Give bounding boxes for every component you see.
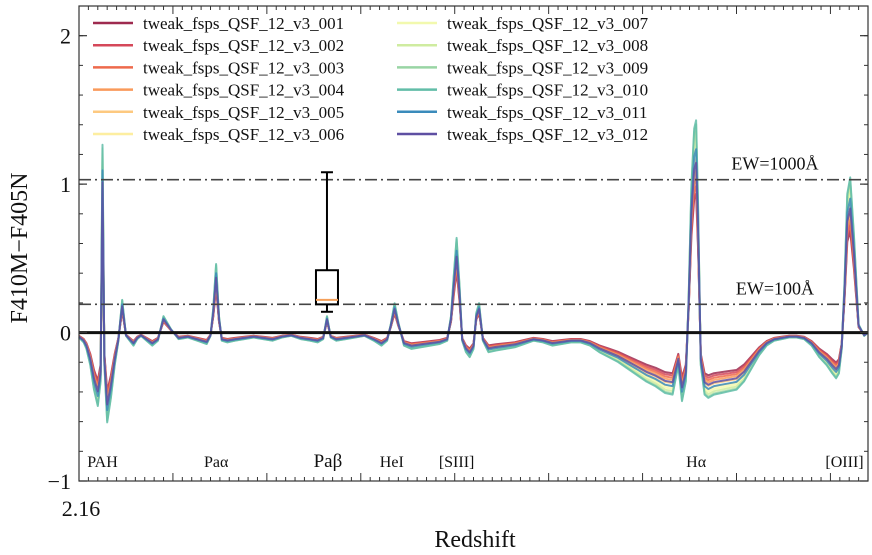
- legend-label-3: tweak_fsps_QSF_12_v3_003: [143, 58, 344, 77]
- y-tick-label-1: −1: [48, 469, 71, 494]
- series-line-8: [78, 130, 869, 419]
- x-axis-label: Redshift: [434, 527, 516, 553]
- box-body: [314, 269, 339, 306]
- legend-label-2: tweak_fsps_QSF_12_v3_002: [143, 36, 344, 55]
- line-annotations: PAH Paα Paβ HeI [SIII] Hα [OIII]: [87, 451, 863, 472]
- x-tick-label-1: 2.16: [62, 496, 101, 521]
- line-annotation-2: Paα: [204, 454, 229, 471]
- reference-line-label-1: EW=1000Å: [731, 154, 818, 174]
- y-axis-label: F410M−F405N: [7, 173, 33, 324]
- line-annotation-5: [SIII]: [439, 454, 475, 471]
- legend: tweak_fsps_QSF_12_v3_001 tweak_fsps_QSF_1…: [93, 14, 649, 144]
- series-lines: [78, 119, 869, 424]
- line-annotation-6: Hα: [686, 454, 707, 471]
- line-annotation-1: PAH: [87, 454, 118, 471]
- legend-label-7: tweak_fsps_QSF_12_v3_007: [447, 14, 649, 33]
- legend-label-8: tweak_fsps_QSF_12_v3_008: [447, 36, 648, 55]
- legend-label-12: tweak_fsps_QSF_12_v3_012: [447, 125, 648, 144]
- legend-label-1: tweak_fsps_QSF_12_v3_001: [143, 14, 344, 33]
- line-annotation-4: HeI: [380, 454, 404, 471]
- axes: −1 0 1 2 2.16: [48, 5, 869, 521]
- legend-label-6: tweak_fsps_QSF_12_v3_006: [143, 125, 344, 144]
- y-tick-label-4: 2: [60, 24, 71, 49]
- reference-line-label-2: EW=100Å: [736, 278, 814, 298]
- box-marker: [314, 171, 339, 313]
- y-tick-label-2: 0: [60, 321, 71, 346]
- series-line-12: [78, 161, 869, 406]
- line-annotation-7: [OIII]: [825, 454, 863, 471]
- y-tick-label-3: 1: [60, 172, 71, 197]
- legend-label-10: tweak_fsps_QSF_12_v3_010: [447, 81, 648, 100]
- legend-label-9: tweak_fsps_QSF_12_v3_009: [447, 58, 648, 77]
- legend-label-5: tweak_fsps_QSF_12_v3_005: [143, 103, 344, 122]
- legend-label-4: tweak_fsps_QSF_12_v3_004: [143, 81, 345, 100]
- line-annotation-3: Paβ: [314, 451, 343, 472]
- legend-label-11: tweak_fsps_QSF_12_v3_011: [447, 103, 648, 122]
- reference-lines: EW=1000Å EW=100Å: [79, 154, 868, 335]
